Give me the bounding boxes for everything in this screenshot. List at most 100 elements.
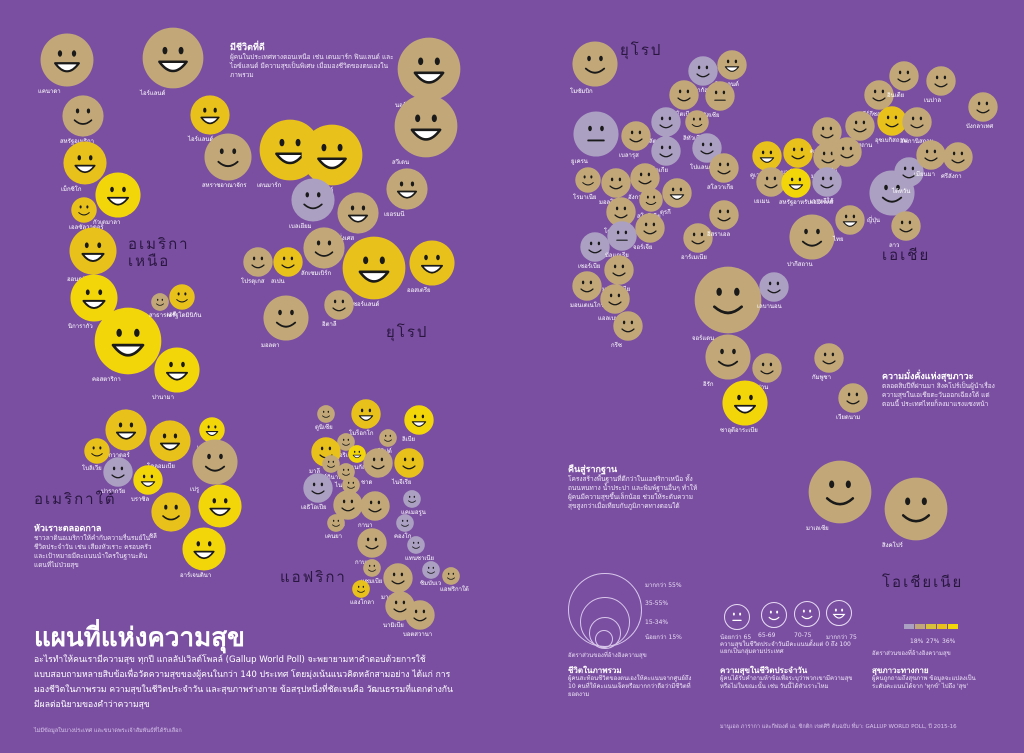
country-face <box>273 247 303 277</box>
country-face <box>759 272 789 302</box>
country-face <box>783 138 813 168</box>
legend-face-icon <box>826 600 852 626</box>
country-label: บอตสวานา <box>403 631 433 638</box>
legend-face-icon <box>794 601 820 627</box>
country-face <box>968 92 998 122</box>
country-face <box>303 227 345 269</box>
country-label: คอสตาริกา <box>92 376 121 383</box>
country-face <box>291 178 335 222</box>
country-label: กานา <box>358 522 373 529</box>
country-face <box>572 41 618 87</box>
country-label: ญี่ปุ่น <box>867 217 881 224</box>
country-label: ไนจีเรีย <box>392 479 412 486</box>
country-label: ไอร์แลนด์ <box>140 90 166 97</box>
country-label: เซอร์เบีย <box>578 263 601 270</box>
country-label: ตุรกี <box>660 209 671 216</box>
country-label: บังกลาเทศ <box>966 123 994 130</box>
country-face <box>688 56 718 86</box>
region-asia: เอเชีย <box>882 246 931 264</box>
country-face <box>404 405 434 435</box>
legend-size-1: มากกว่า 55% <box>645 582 682 589</box>
country-label: ลิทัวเนีย <box>683 135 704 142</box>
country-label: ฮังการี <box>628 194 645 201</box>
country-label: ลิเบีย <box>402 436 416 443</box>
country-face <box>812 167 842 197</box>
country-label: กัมพูชา <box>812 374 831 381</box>
credit: มานูเอล ภารากา และกีฬองต์ เอ. ซิกติก เขต… <box>720 724 957 730</box>
legend-face-1: น้อยกว่า 65 <box>720 634 752 641</box>
region-europe-left: ยุโรป <box>386 323 429 341</box>
country-label: มอนเตเนโกร <box>570 302 604 309</box>
legend-face-3: 70-75 <box>794 632 812 639</box>
country-face <box>142 27 204 89</box>
country-face <box>884 477 948 541</box>
country-face <box>133 465 163 495</box>
country-face <box>151 492 191 532</box>
country-face <box>683 223 713 253</box>
country-label: เนปาล <box>924 97 942 104</box>
country-face <box>926 66 956 96</box>
country-face <box>835 205 865 235</box>
country-label: ศรีลังกา <box>941 173 962 180</box>
country-label: นิการากัว <box>68 323 93 330</box>
legend-face-caption: ความสุขในชีวิตประจำวันมีคะแนนตั้งแต่ 0 ถ… <box>720 641 851 655</box>
country-face <box>575 167 601 193</box>
country-face <box>322 455 340 473</box>
country-label: เปรู <box>190 486 200 493</box>
country-label: ฮอนดูรัส <box>67 276 90 283</box>
country-label: สโลวาเกีย <box>707 184 734 191</box>
country-face <box>902 107 932 137</box>
country-label: แคนาดา <box>38 88 61 95</box>
legend-col1-heading: ชีวิตในภาพรวม <box>568 666 622 675</box>
country-label: เม็กซิโก <box>61 186 82 193</box>
country-face <box>342 476 360 494</box>
country-label: ชาด <box>361 479 373 486</box>
country-face <box>752 353 782 383</box>
legend-face-2: 65-69 <box>758 632 776 639</box>
country-label: มาลี <box>309 468 321 475</box>
country-label: ลักเซมเบิร์ก <box>301 270 332 277</box>
country-label: จอร์แดน <box>692 335 715 342</box>
country-label: อิรัก <box>703 381 714 388</box>
swatch-1 <box>904 624 914 629</box>
country-label: เบลเยียม <box>289 223 312 230</box>
country-face <box>832 137 862 167</box>
note-text-foundation: โครงสร้างพื้นฐานที่ดีกว่าในแอฟริกาเหนือ … <box>568 475 698 510</box>
country-face <box>342 236 406 300</box>
country-face <box>705 334 751 380</box>
country-face <box>864 80 894 110</box>
country-label: ยูเครน <box>571 158 588 165</box>
country-label: รัสเซีย <box>703 112 720 119</box>
country-face <box>781 168 811 198</box>
country-label: ชิลี <box>149 533 157 540</box>
country-label: เฮติ <box>167 311 177 318</box>
country-label: มอลตา <box>261 342 280 349</box>
country-face <box>324 290 354 320</box>
swatch-5 <box>948 624 958 629</box>
country-face <box>169 284 195 310</box>
country-face <box>808 460 872 524</box>
country-label: เอกวาดอร์ <box>103 452 130 459</box>
country-face <box>607 221 637 251</box>
legend-color-3: 36% <box>942 638 956 645</box>
country-face <box>149 420 191 462</box>
page-description: อะไรทำให้คนเรามีความสุข ทุกปี แกลลัปเวิล… <box>34 655 453 710</box>
legend-col2-text: ผู้คนได้รับคำถามห้าข้อเพื่อระบุว่าพวกเขา… <box>720 675 853 690</box>
country-face <box>301 124 363 186</box>
legend-size-2: 35-55% <box>645 600 669 607</box>
country-label: อาร์เมเนีย <box>681 254 707 261</box>
country-face <box>752 141 782 171</box>
country-face <box>360 491 390 521</box>
country-face <box>685 110 709 134</box>
legend-size-4: น้อยกว่า 15% <box>645 634 682 641</box>
country-face <box>71 197 97 223</box>
country-face <box>243 247 273 277</box>
country-face <box>204 133 252 181</box>
country-label: อาร์เจนตินา <box>180 572 212 579</box>
country-label: บูร์กินาฟาโซ <box>320 474 354 481</box>
country-face <box>190 95 230 135</box>
country-label: ปารากวัย <box>101 488 126 495</box>
country-face <box>814 343 844 373</box>
country-label: จอร์เจีย <box>633 244 653 251</box>
country-label: แซมเบีย <box>361 578 383 585</box>
